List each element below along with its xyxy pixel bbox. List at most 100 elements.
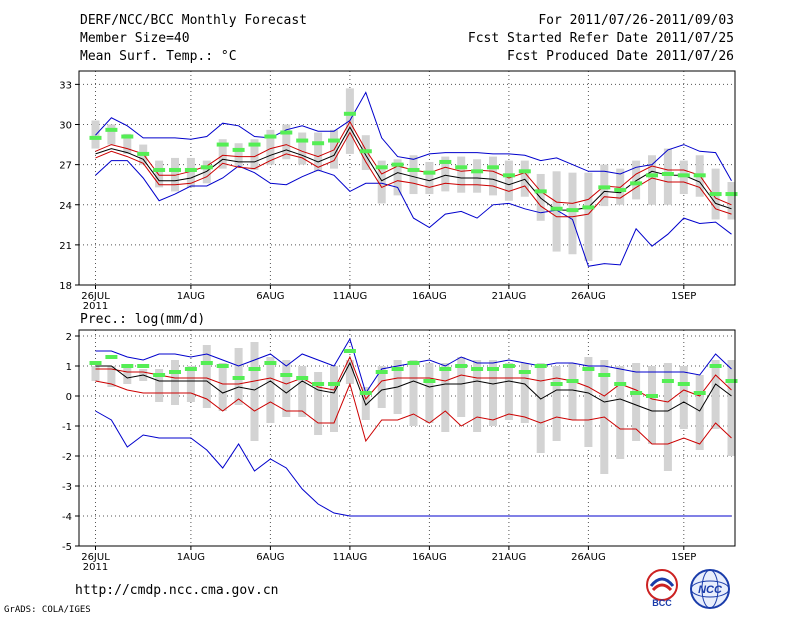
temp-ensemble-marker: [264, 134, 277, 139]
temp-ensemble-marker: [184, 167, 197, 172]
temp-xtick-label: 26AUG: [571, 291, 606, 302]
prec-ensemble-marker: [725, 379, 738, 383]
prec-ytick-label: -2: [62, 452, 72, 463]
prec-ensemble-marker: [471, 367, 484, 371]
temp-ensemble-marker: [455, 165, 468, 170]
temp-ensemble-marker: [709, 192, 722, 197]
temp-spread-box: [473, 159, 482, 193]
prec-ensemble-marker: [280, 373, 293, 377]
prec-ensemble-marker: [677, 382, 690, 386]
temp-spread-box: [202, 160, 211, 184]
temp-spread-box: [314, 132, 323, 172]
prec-spread-box: [568, 363, 577, 420]
prec-ytick-label: -4: [62, 512, 72, 523]
prec-spread-box: [361, 387, 370, 420]
temp-spread-box: [409, 155, 418, 195]
prec-spread-box: [123, 366, 132, 384]
temp-spread-box: [250, 139, 259, 170]
prec-ytick-label: -1: [62, 422, 72, 433]
prec-ensemble-marker: [709, 364, 722, 368]
temp-ensemble-marker: [550, 206, 563, 211]
temp-spread-box: [568, 172, 577, 255]
temp-ensemble-marker: [693, 173, 706, 178]
temp-ensemble-marker: [169, 167, 181, 172]
temp-xtick-label: 21AUG: [492, 291, 527, 302]
prec-ytick-label: 0: [66, 392, 72, 403]
prec-spread-box: [298, 366, 307, 417]
prec-spread-box: [663, 363, 672, 471]
temp-ensemble-marker: [232, 147, 245, 152]
temp-ytick-label: 30: [59, 121, 72, 132]
bcc-logo-text: BCC: [652, 598, 672, 608]
prec-spread-box: [473, 360, 482, 432]
prec-xtick-label: 1SEP: [671, 552, 696, 563]
source-url[interactable]: http://cmdp.ncc.cma.gov.cn: [75, 583, 279, 598]
temp-ensemble-marker: [248, 142, 261, 147]
prec-ensemble-marker: [534, 364, 547, 368]
prec-ensemble-marker: [264, 361, 277, 365]
temp-max-line: [95, 160, 732, 267]
temp-ensemble-marker: [153, 167, 166, 172]
temp-ytick-label: 27: [59, 161, 72, 172]
temp-ensemble-marker: [296, 138, 309, 143]
temp-xtick-label: 11AUG: [333, 291, 368, 302]
prec-ensemble-marker: [455, 364, 468, 368]
temp-ensemble-marker: [375, 165, 388, 170]
temp-ensemble-marker: [487, 165, 499, 170]
produced-date: Fcst Produced Date 2011/07/26: [507, 49, 734, 64]
chart-title: DERF/NCC/BCC Monthly Forecast: [80, 13, 307, 28]
prec-xtick-label: 21AUG: [492, 552, 527, 563]
temp-ensemble-marker: [566, 208, 579, 213]
prec-spread-box: [711, 360, 720, 429]
prec-spread-box: [520, 363, 529, 423]
prec-spread-box: [171, 360, 179, 405]
temp-ensemble-marker: [423, 170, 436, 175]
prec-ensemble-marker: [518, 370, 531, 374]
temp-ensemble-marker: [359, 149, 372, 154]
temp-spread-box: [552, 171, 561, 252]
temp-ensemble-marker: [614, 188, 627, 193]
temp-spread-box: [425, 161, 434, 195]
temp-spread-box: [584, 172, 593, 261]
prec-spread-box: [314, 372, 323, 435]
prec-ensemble-marker: [184, 367, 197, 371]
prec-ensemble-marker: [566, 379, 579, 383]
temp-ensemble-marker: [502, 173, 515, 178]
temp-spread-box: [679, 160, 688, 195]
ncc-logo-text: NCC: [698, 584, 723, 596]
prec-spread-box: [345, 360, 354, 384]
prec-ensemble-marker: [137, 364, 150, 368]
prec-spread-box: [695, 375, 704, 450]
variable-label: Mean Surf. Temp.: °C: [80, 49, 237, 64]
prec-xtick-label: 6AUG: [256, 552, 284, 563]
temp-spread-box: [504, 160, 513, 201]
prec-spread-box: [155, 369, 164, 402]
prec-ensemble-marker: [375, 370, 388, 374]
temp-spread-box: [282, 124, 291, 160]
prec-ensemble-marker: [248, 367, 261, 371]
prec-spread-box: [250, 342, 259, 441]
temp-spread-box: [441, 156, 450, 192]
temp-ensemble-marker: [343, 111, 356, 116]
prec-ensemble-marker: [661, 379, 674, 383]
temp-ensemble-marker: [200, 165, 213, 170]
prec-lower-line: [95, 380, 732, 445]
prec-spread-box: [107, 366, 116, 387]
temp-spread-box: [298, 132, 307, 165]
temp-ytick-label: 18: [59, 281, 72, 292]
prec-ensemble-marker: [582, 367, 595, 371]
prec-ensemble-marker: [232, 376, 245, 380]
prec-spread-box: [504, 363, 513, 420]
prec-ensemble-marker: [407, 361, 420, 365]
temp-ensemble-marker: [312, 141, 325, 146]
temp-ensemble-marker: [137, 151, 150, 156]
grads-credit: GrADS: COLA/IGES: [4, 605, 91, 615]
temp-spread-box: [377, 160, 386, 204]
prec-xtick-label: 16AUG: [412, 552, 447, 563]
temp-ensemble-marker: [407, 167, 420, 172]
temp-ensemble-marker: [518, 169, 531, 174]
temp-ensemble-marker: [105, 127, 118, 132]
prec-spread-box: [679, 366, 688, 429]
temp-ensemble-marker: [89, 135, 102, 140]
